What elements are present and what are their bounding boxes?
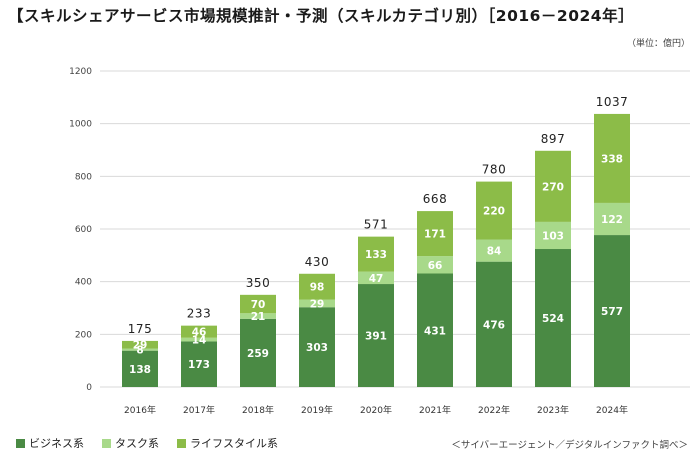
- segment-label-lifestyle: 270: [542, 181, 564, 193]
- bar-segment-lifestyle: [240, 294, 276, 314]
- legend-swatch-task: [102, 438, 111, 448]
- segment-label-task: 47: [369, 273, 384, 285]
- bar-segment-business: [299, 307, 335, 387]
- segment-label-business: 391: [365, 331, 387, 343]
- bar-segment-lifestyle: [476, 181, 512, 240]
- y-tick-label: 1000: [69, 120, 92, 130]
- x-tick-label: 2021年: [419, 404, 451, 416]
- y-tick-label: 0: [86, 383, 92, 393]
- segment-label-task: 66: [428, 260, 443, 272]
- bar-segment-lifestyle: [417, 211, 453, 257]
- x-tick-label: 2024年: [596, 404, 628, 416]
- segment-label-task: 29: [310, 298, 325, 310]
- legend-item-task: タスク系: [102, 435, 159, 451]
- bar-segment-task: [417, 256, 453, 274]
- bar-total-label: 175: [128, 322, 152, 336]
- source-note: ＜サイバーエージェント／デジタルインファクト調べ＞: [451, 440, 688, 451]
- segment-label-lifestyle: 133: [365, 249, 387, 261]
- segment-label-lifestyle: 29: [133, 340, 148, 352]
- bar-segment-lifestyle: [181, 325, 217, 338]
- bar-segment-task: [476, 239, 512, 262]
- bar-segment-task: [122, 348, 158, 351]
- bar-segment-lifestyle: [535, 150, 571, 222]
- segment-label-task: 84: [487, 246, 502, 258]
- bar-segment-business: [181, 341, 217, 387]
- bar-segment-lifestyle: [594, 113, 630, 203]
- bar-segment-task: [299, 299, 335, 308]
- bar-segment-task: [594, 202, 630, 236]
- bar-segment-business: [476, 261, 512, 387]
- bar-segment-task: [358, 271, 394, 285]
- segment-label-business: 524: [542, 313, 564, 325]
- x-tick-label: 2018年: [242, 404, 274, 416]
- segment-label-business: 303: [306, 342, 328, 354]
- bar-segment-business: [240, 318, 276, 387]
- x-tick-label: 2022年: [478, 404, 510, 416]
- x-tick-label: 2023年: [537, 404, 569, 416]
- legend-item-business: ビジネス系: [16, 435, 84, 451]
- segment-label-business: 577: [601, 306, 623, 318]
- bar-total-label: 897: [541, 132, 565, 146]
- bar-segment-lifestyle: [358, 236, 394, 272]
- legend: ビジネス系 タスク系 ライフスタイル系: [16, 435, 278, 451]
- bar-total-label: 571: [364, 218, 388, 232]
- segment-label-business: 431: [424, 325, 446, 337]
- bar-segment-lifestyle: [122, 340, 158, 349]
- segment-label-task: 103: [542, 230, 564, 242]
- segment-label-lifestyle: 338: [601, 153, 623, 165]
- bar-total-label: 430: [305, 255, 329, 269]
- y-tick-label: 400: [75, 278, 92, 288]
- bar-total-label: 1037: [596, 95, 629, 109]
- segment-label-lifestyle: 171: [424, 229, 446, 241]
- segment-label-lifestyle: 98: [310, 282, 325, 294]
- segment-label-task: 122: [601, 214, 623, 226]
- bar-total-label: 668: [423, 192, 447, 206]
- legend-label-business: ビジネス系: [29, 437, 84, 450]
- x-tick-label: 2016年: [124, 404, 156, 416]
- bar-segment-business: [417, 273, 453, 387]
- bar-segment-task: [535, 221, 571, 250]
- bar-total-label: 780: [482, 163, 506, 177]
- segment-label-task: 8: [136, 345, 143, 357]
- legend-label-task: タスク系: [115, 437, 159, 450]
- segment-label-task: 21: [251, 311, 266, 323]
- bar-segment-task: [181, 337, 217, 342]
- y-tick-label: 800: [75, 172, 92, 182]
- segment-label-business: 173: [188, 359, 210, 371]
- bar-segment-business: [122, 350, 158, 387]
- segment-label-task: 14: [192, 335, 207, 347]
- legend-item-lifestyle: ライフスタイル系: [177, 435, 278, 451]
- segment-label-business: 138: [129, 364, 151, 376]
- x-tick-label: 2019年: [301, 404, 333, 416]
- segment-label-lifestyle: 70: [251, 299, 266, 311]
- y-tick-label: 600: [75, 225, 92, 235]
- segment-label-business: 476: [483, 319, 505, 331]
- unit-label: （単位：億円）: [626, 39, 690, 49]
- bar-segment-business: [594, 235, 630, 387]
- bar-segment-business: [535, 249, 571, 387]
- segment-label-business: 259: [247, 348, 269, 360]
- segment-label-lifestyle: 46: [192, 327, 207, 339]
- bar-segment-business: [358, 284, 394, 387]
- bar-total-label: 233: [187, 307, 211, 321]
- chart-title: 【スキルシェアサービス市場規模推計・予測（スキルカテゴリ別）［2016－2024…: [8, 7, 635, 25]
- segment-label-lifestyle: 220: [483, 206, 505, 218]
- bar-segment-lifestyle: [299, 273, 335, 300]
- legend-swatch-business: [16, 438, 25, 448]
- y-tick-label: 1200: [69, 67, 92, 77]
- bar-segment-task: [240, 313, 276, 319]
- legend-label-lifestyle: ライフスタイル系: [190, 437, 278, 450]
- x-tick-label: 2020年: [360, 404, 392, 416]
- bar-total-label: 350: [246, 276, 270, 290]
- x-tick-label: 2017年: [183, 404, 215, 416]
- legend-swatch-lifestyle: [177, 438, 186, 448]
- y-tick-label: 200: [75, 330, 92, 340]
